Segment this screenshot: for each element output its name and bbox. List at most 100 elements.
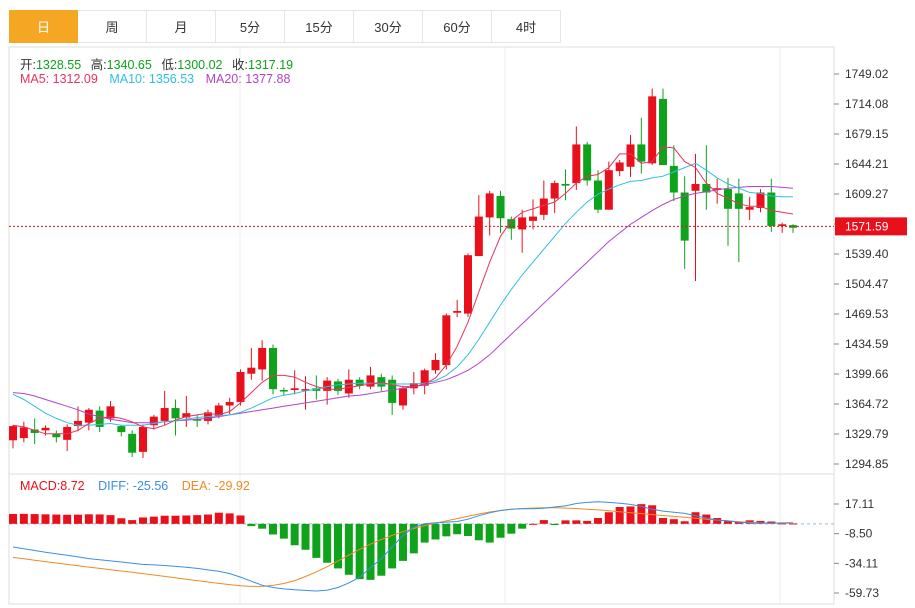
last-price-badge [835, 217, 907, 236]
candle-body [594, 180, 602, 210]
high-value: 1340.65 [106, 58, 152, 72]
macd-bar [182, 515, 191, 524]
macd-bar [550, 523, 559, 525]
candle-body [507, 219, 516, 229]
candle-body [214, 405, 223, 416]
candle-body [680, 192, 689, 241]
close-value: 1317.19 [247, 58, 294, 72]
ma10-line [12, 162, 793, 426]
candle-body [713, 188, 722, 190]
tab-7[interactable]: 4时 [492, 10, 561, 43]
candle-body [301, 389, 310, 391]
tab-0[interactable]: 日 [9, 10, 78, 43]
candle-body [648, 96, 657, 164]
candle-body [41, 427, 50, 431]
macd-bar [474, 523, 483, 541]
price-tick-label: 1434.59 [845, 337, 889, 351]
macd-bar [214, 512, 223, 524]
ma5-legend: MA5: 1312.09 [20, 72, 98, 86]
dea-line [12, 507, 793, 587]
macd-bar [669, 519, 678, 524]
candle-body [388, 379, 397, 403]
macd-bar [19, 513, 28, 524]
tab-6[interactable]: 60分 [423, 10, 492, 43]
candle-body [464, 255, 472, 314]
candle-body [778, 224, 787, 227]
candle-body [128, 433, 137, 453]
candle-body [745, 207, 754, 210]
macd-tick-label: 17.11 [845, 497, 874, 511]
price-tick-label: 1539.40 [845, 247, 889, 261]
macd-panel-frame [8, 473, 835, 605]
tab-1[interactable]: 周 [78, 10, 147, 43]
open-label: 开: [20, 58, 36, 72]
macd-bar [442, 523, 451, 537]
candle-body [279, 390, 288, 392]
price-tick-label: 1469.53 [845, 307, 889, 321]
candle-body [182, 413, 191, 418]
macd-bar [388, 523, 397, 569]
macd-bar [171, 515, 180, 524]
macd-bar [63, 514, 72, 524]
candle-body [756, 192, 765, 208]
candle-body [149, 416, 158, 426]
macd-bar [225, 513, 234, 524]
macd-bar [626, 506, 635, 524]
candle-body [269, 347, 277, 390]
price-tick-label: 1609.27 [845, 187, 889, 201]
macd-bar [539, 520, 548, 524]
dea-legend: DEA: -29.92 [181, 479, 250, 493]
candle-body [139, 426, 147, 452]
macd-tick-label: -34.11 [845, 556, 878, 570]
macd-bar [247, 523, 256, 527]
macd-bar [409, 523, 418, 554]
tab-2[interactable]: 月 [147, 10, 216, 43]
close-label: 收: [231, 58, 248, 72]
macd-bar [789, 523, 797, 525]
candle-body [117, 426, 126, 433]
macd-bar [496, 523, 505, 538]
candle-body [734, 193, 743, 209]
candle-body [366, 375, 375, 387]
candle-body [334, 381, 342, 391]
macd-bar [724, 520, 732, 524]
candle-body [258, 347, 267, 370]
diff-line [12, 501, 794, 592]
candle-body [453, 311, 462, 313]
candle-body [106, 406, 115, 419]
period-tabs: 日周月 5分 15分 30分 60分 4时 [9, 10, 561, 44]
macd-bar [236, 515, 245, 524]
tab-3[interactable]: 5分 [216, 10, 285, 43]
candle-body [171, 408, 180, 419]
candle-body [9, 426, 17, 441]
tab-4[interactable]: 15分 [285, 10, 354, 43]
candle-body [485, 193, 494, 218]
ohlc-line: 开:1328.55 高:1340.65 低:1300.02 收:1317.19 [20, 54, 293, 73]
macd-bar [301, 523, 310, 550]
candle-body [84, 409, 93, 423]
macd-bar [269, 523, 277, 535]
macd-bar [117, 518, 126, 524]
candle-body [669, 165, 678, 193]
candle-body [539, 198, 548, 215]
candle-body [572, 144, 581, 184]
last-price-label: 1571.59 [845, 219, 889, 233]
macd-bar [518, 523, 527, 529]
macd-bar [659, 518, 667, 524]
macd-bar [377, 523, 386, 576]
price-tick-label: 1364.72 [845, 397, 889, 411]
candle-body [323, 380, 332, 391]
macd-bar [258, 523, 267, 529]
macd-bar [399, 523, 407, 561]
tab-5[interactable]: 30分 [354, 10, 423, 43]
candle-body [659, 98, 667, 166]
macd-bar [193, 515, 202, 524]
macd-bar [778, 523, 787, 525]
ma10-legend: MA10: 1356.53 [109, 72, 195, 86]
macd-bar [312, 523, 321, 558]
macd-bar [74, 514, 82, 524]
price-panel-frame [8, 46, 835, 475]
price-tick-label: 1399.66 [845, 367, 889, 381]
candle-body [702, 183, 711, 193]
